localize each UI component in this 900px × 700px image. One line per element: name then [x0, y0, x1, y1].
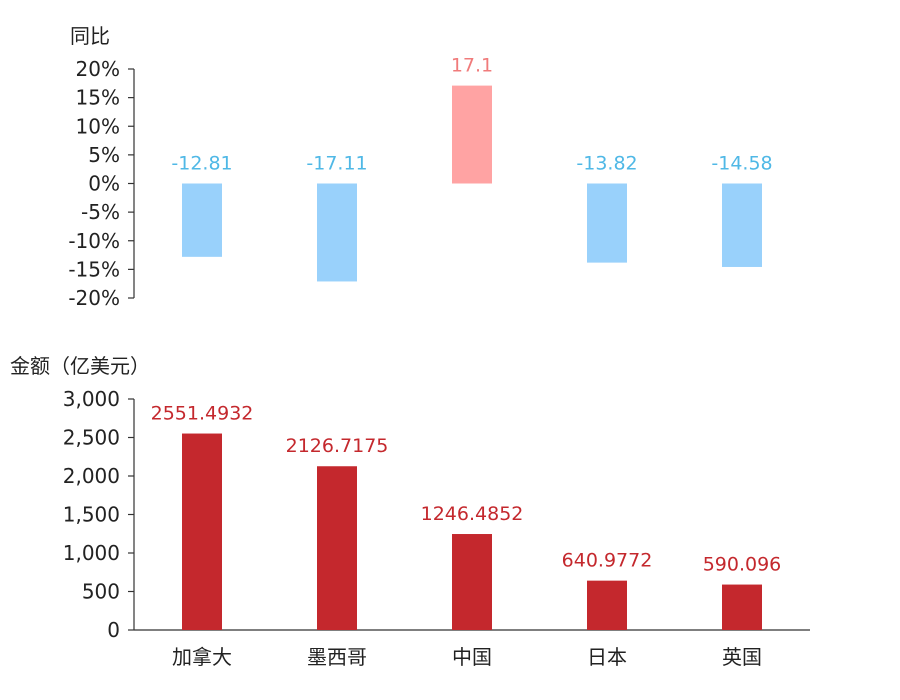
yoy-data-label: -17.11: [306, 153, 367, 175]
yoy-y-tick-label: 20%: [76, 57, 120, 81]
category-label: 日本: [587, 645, 627, 669]
category-label: 墨西哥: [307, 645, 367, 669]
amount-y-ticks: 3,000 2,500 2,000 1,500 1,000 500 0: [63, 387, 134, 642]
amount-bar: [587, 580, 627, 630]
yoy-y-tick-label: 5%: [88, 143, 120, 167]
yoy-y-tick-label: 10%: [76, 114, 120, 138]
yoy-data-label: 17.1: [451, 55, 493, 77]
amount-data-label: 640.9772: [562, 550, 653, 572]
category-label: 加拿大: [172, 645, 232, 669]
amount-y-tick-label: 1,500: [63, 503, 120, 527]
yoy-bar: [722, 183, 762, 267]
amount-data-labels: 2551.4932 2126.7175 1246.4852 640.9772 590.0…: [151, 403, 782, 576]
yoy-bar: [452, 85, 492, 184]
amount-chart: 金额（亿美元） 3,000 2,500 2,000 1,500 1,000 500 0 25…: [10, 354, 810, 669]
yoy-y-tick-label: 0%: [88, 172, 120, 196]
amount-axis-title: 金额（亿美元）: [10, 354, 150, 378]
amount-bar: [317, 466, 357, 630]
amount-y-tick-label: 0: [107, 618, 120, 642]
yoy-y-tick-label: -5%: [81, 200, 120, 224]
amount-data-label: 2126.7175: [286, 435, 389, 457]
yoy-data-label: -12.81: [171, 153, 232, 175]
amount-y-tick-label: 3,000: [63, 387, 120, 411]
amount-y-tick-label: 500: [82, 580, 120, 604]
yoy-data-labels: -12.81 -17.11 17.1 -13.82 -14.58: [171, 55, 772, 175]
yoy-bar: [317, 183, 357, 282]
yoy-y-tick-label: -20%: [68, 286, 120, 310]
yoy-bars: [182, 85, 762, 282]
yoy-bar: [182, 183, 222, 257]
yoy-y-ticks: 20% 15% 10% 5% 0% -5% -10% -15% -20%: [68, 57, 134, 310]
amount-data-label: 1246.4852: [421, 503, 524, 525]
yoy-y-tick-label: -10%: [68, 229, 120, 253]
category-label: 中国: [452, 645, 492, 669]
yoy-bar: [587, 183, 627, 263]
amount-bar: [722, 584, 762, 630]
amount-y-tick-label: 1,000: [63, 541, 120, 565]
amount-bar: [452, 534, 492, 630]
yoy-y-tick-label: -15%: [68, 257, 120, 281]
category-labels: 加拿大 墨西哥 中国 日本 英国: [172, 645, 762, 669]
category-label: 英国: [722, 645, 762, 669]
yoy-chart: 同比 20%15%10%5%0%-5%-10%-15%-20% -12.81 -1…: [68, 24, 772, 310]
amount-y-tick-label: 2,500: [63, 426, 120, 450]
amount-data-label: 2551.4932: [151, 403, 254, 425]
amount-y-tick-label: 2,000: [63, 464, 120, 488]
yoy-data-label: -13.82: [576, 153, 637, 175]
yoy-data-label: -14.58: [711, 153, 772, 175]
amount-bars: [182, 433, 762, 630]
amount-data-label: 590.096: [703, 554, 782, 576]
yoy-y-tick-label: 15%: [76, 86, 120, 110]
yoy-axis-title: 同比: [70, 24, 110, 48]
amount-bar: [182, 433, 222, 630]
